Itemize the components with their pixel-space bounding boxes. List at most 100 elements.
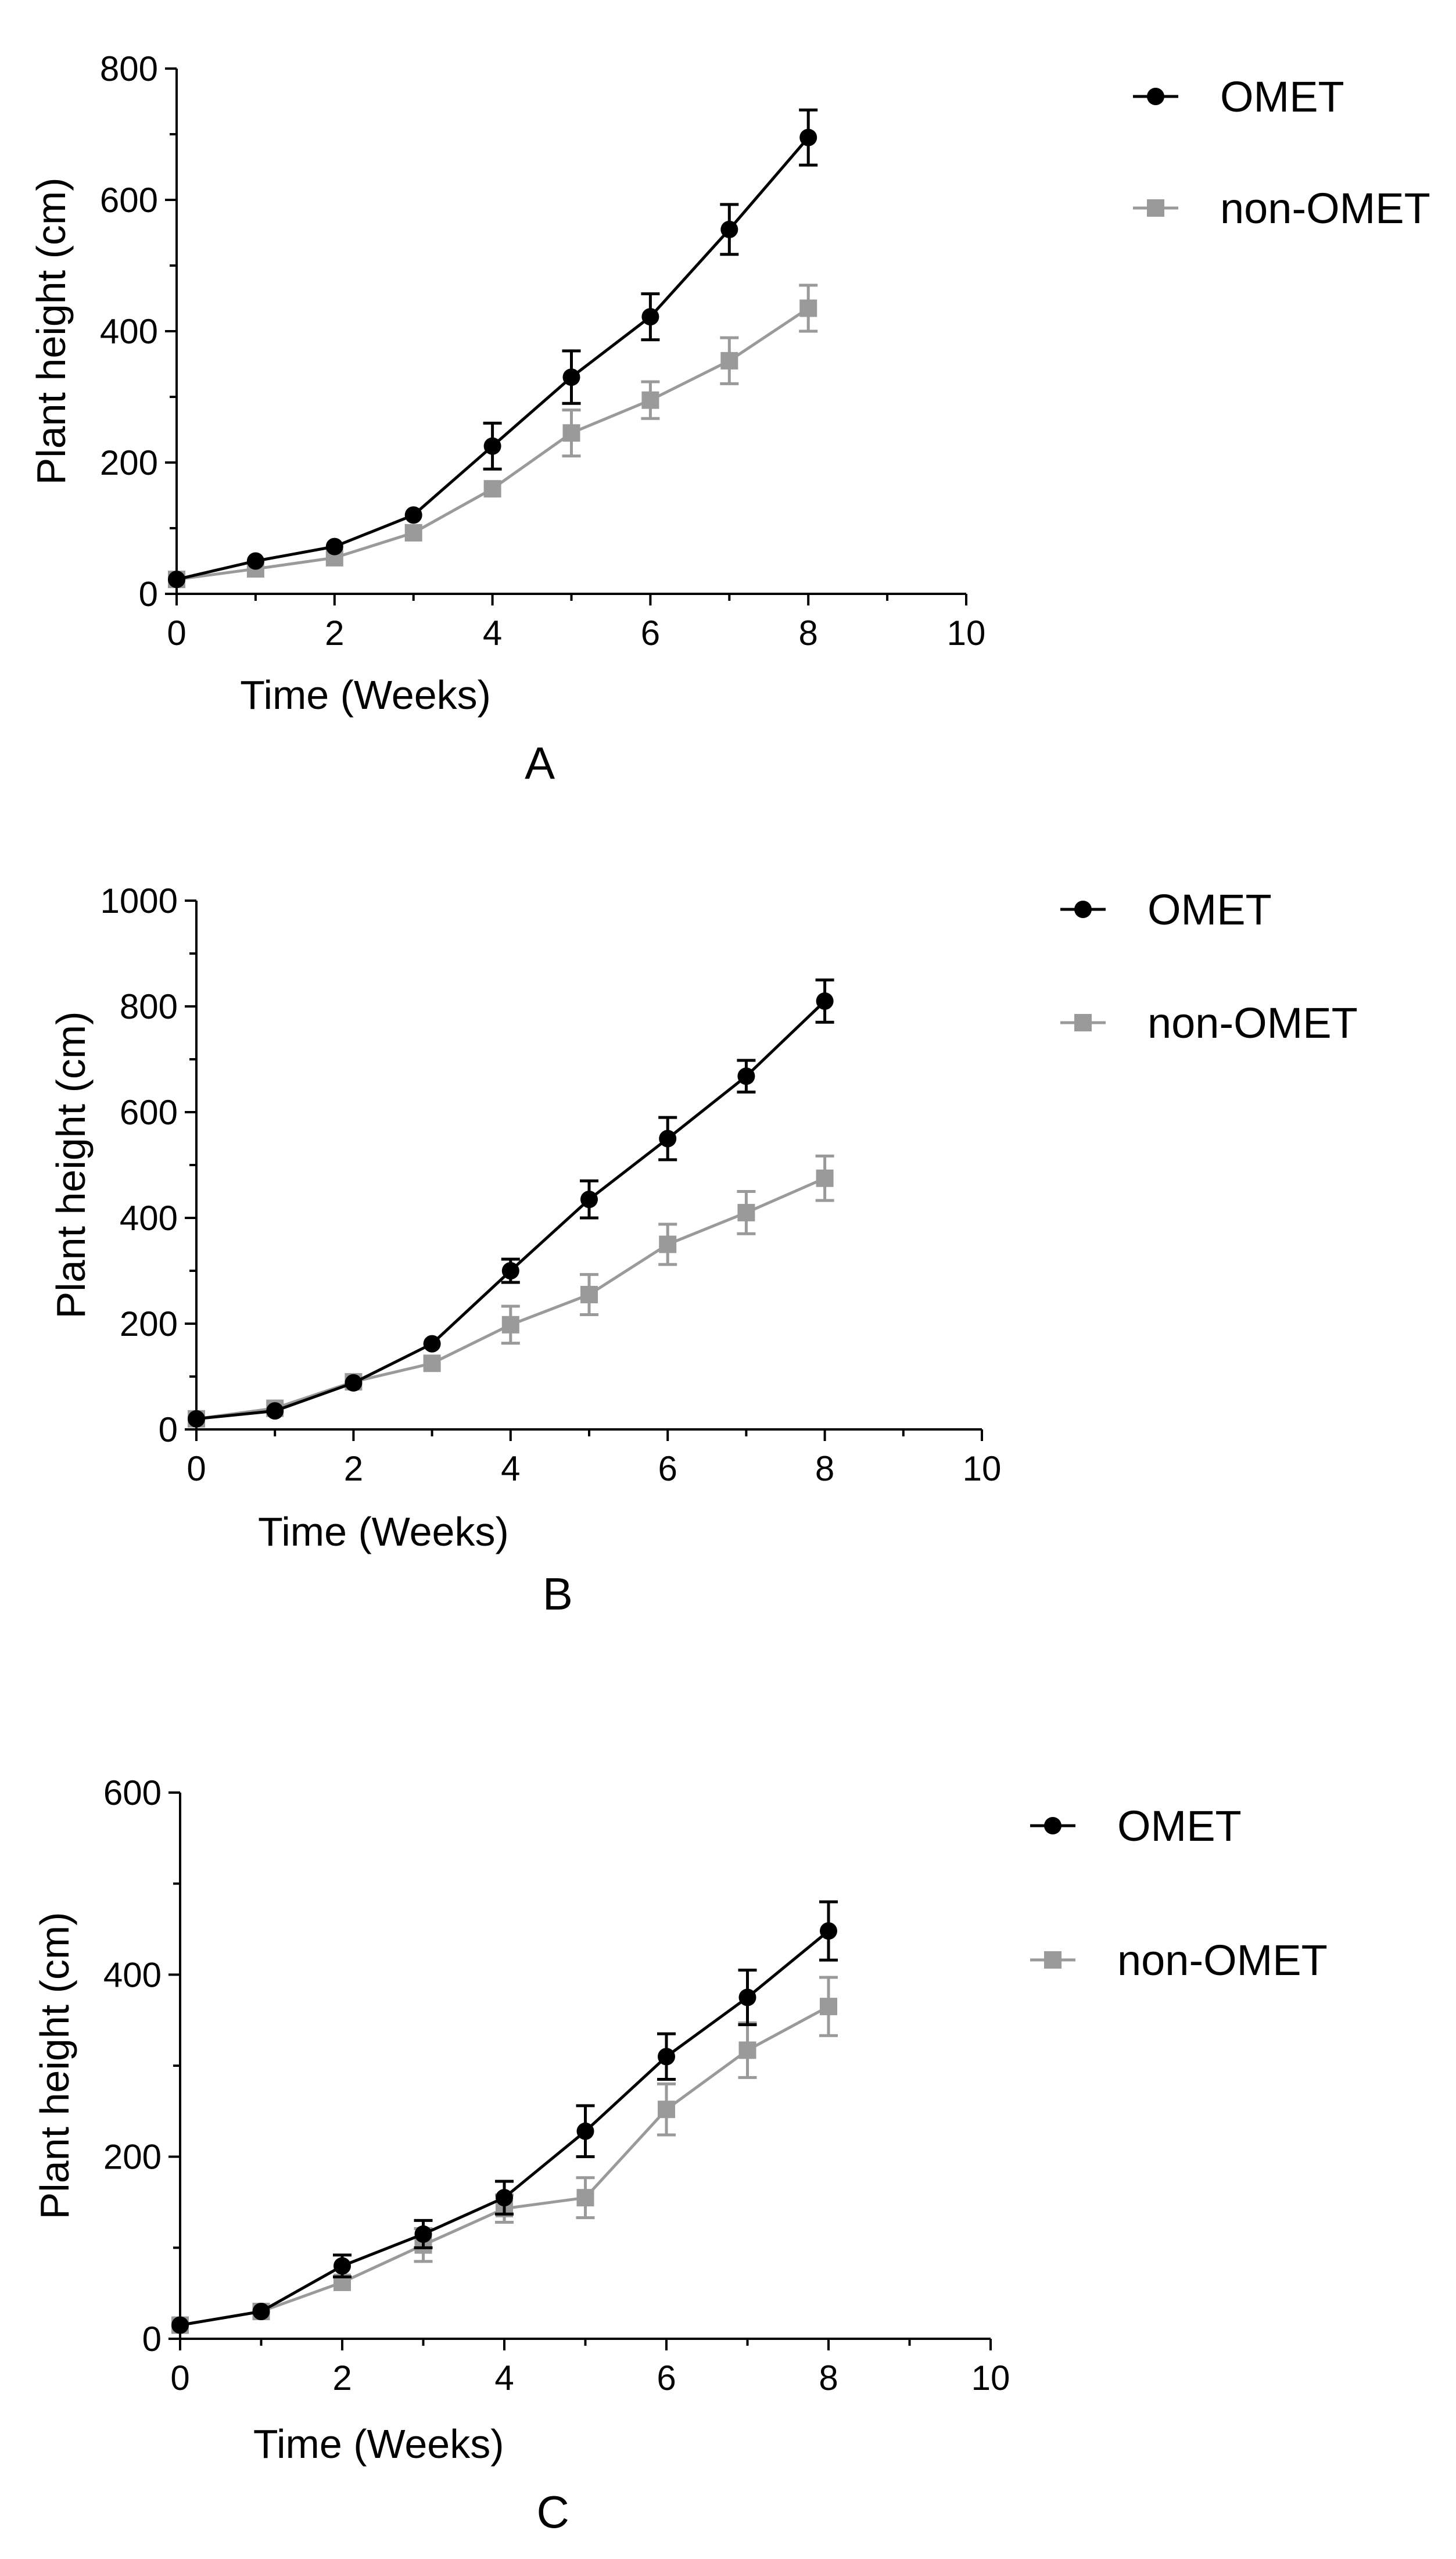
series-line-omet xyxy=(196,1000,826,1421)
data-point-non-omet xyxy=(576,2189,594,2207)
y-tick-label: 600 xyxy=(100,181,158,220)
y-tick-label: 600 xyxy=(120,1093,178,1132)
y-tick-label: 0 xyxy=(159,1410,178,1449)
y-axis-label: Plant height (cm) xyxy=(32,1912,77,2219)
x-tick-label: 4 xyxy=(483,614,502,653)
x-tick-label: 8 xyxy=(799,614,818,653)
data-point-non-omet xyxy=(423,1354,441,1372)
x-tick-label: 6 xyxy=(641,614,660,653)
legend-marker-omet xyxy=(1147,88,1164,105)
legend-marker-omet xyxy=(1074,901,1092,918)
legend-label: non-OMET xyxy=(1220,184,1430,232)
series-line-non-omet xyxy=(196,1177,826,1421)
x-tick-label: 2 xyxy=(332,2359,352,2397)
series-line-omet xyxy=(176,137,810,581)
x-tick-label: 8 xyxy=(815,1449,834,1488)
y-tick-label: 600 xyxy=(103,1773,162,1812)
panel-a: 0 2 4 6 8 10 0 200 400 600 800 Time (Weeks) Plant he… xyxy=(28,49,1430,789)
data-point-omet xyxy=(501,1262,519,1279)
y-axis-label: Plant height (cm) xyxy=(48,1011,94,1318)
data-point-non-omet xyxy=(562,424,580,442)
panel-b: 0 2 4 6 8 10 0 200 400 600 800 1000 Time (Weeks) Plan… xyxy=(48,881,1358,1619)
y-tick-label: 200 xyxy=(100,443,158,482)
data-point-non-omet xyxy=(820,1998,837,2016)
data-point-omet xyxy=(496,2189,513,2207)
y-tick-label: 200 xyxy=(120,1304,178,1343)
panel-c: 0 2 4 6 8 10 0 200 400 600 Time (Weeks) Plant heigh… xyxy=(32,1773,1328,2538)
data-point-omet xyxy=(325,537,343,555)
data-point-omet xyxy=(580,1191,598,1209)
y-tick-label: 0 xyxy=(139,575,158,614)
data-point-non-omet xyxy=(816,1169,834,1187)
legend-label: OMET xyxy=(1147,886,1272,934)
data-point-non-omet xyxy=(659,1235,677,1253)
data-point-omet xyxy=(252,2303,270,2320)
y-tick-label: 1000 xyxy=(101,881,178,920)
x-tick-label: 4 xyxy=(501,1449,520,1488)
data-point-omet xyxy=(345,1374,363,1392)
panel-label: C xyxy=(537,2486,569,2538)
data-point-omet xyxy=(738,1988,756,2006)
data-point-non-omet xyxy=(404,524,422,542)
legend-marker-omet xyxy=(1044,1817,1061,1834)
y-tick-label: 200 xyxy=(103,2138,162,2177)
legend-marker-non-omet xyxy=(1044,1951,1061,1969)
data-point-omet xyxy=(641,308,659,326)
data-point-omet xyxy=(562,368,580,386)
data-point-omet xyxy=(737,1067,755,1085)
data-point-omet xyxy=(720,220,738,238)
data-point-omet xyxy=(576,2122,594,2140)
data-point-omet xyxy=(414,2225,432,2243)
data-point-non-omet xyxy=(799,299,817,317)
x-axis-label: Time (Weeks) xyxy=(240,672,491,718)
legend-marker-non-omet xyxy=(1147,199,1164,217)
series-line-non-omet xyxy=(180,2005,830,2327)
series-line-omet xyxy=(180,1930,830,2327)
x-tick-label: 8 xyxy=(819,2359,838,2397)
data-point-omet xyxy=(799,128,817,146)
data-point-omet xyxy=(820,1922,837,1940)
data-point-omet xyxy=(171,2316,189,2334)
x-tick-label: 0 xyxy=(167,614,186,653)
panel-label: B xyxy=(543,1568,573,1619)
x-tick-label: 2 xyxy=(325,614,344,653)
y-tick-label: 0 xyxy=(142,2320,162,2359)
data-point-omet xyxy=(168,571,185,589)
legend-label: OMET xyxy=(1220,73,1344,121)
data-point-non-omet xyxy=(738,2041,756,2059)
data-point-non-omet xyxy=(658,2101,675,2119)
y-tick-label: 400 xyxy=(103,1955,162,1994)
data-point-omet xyxy=(404,506,422,524)
data-point-omet xyxy=(333,2257,351,2275)
data-point-omet xyxy=(246,552,264,570)
data-point-omet xyxy=(483,437,501,455)
y-tick-label: 400 xyxy=(120,1199,178,1238)
x-axis-label: Time (Weeks) xyxy=(258,1509,509,1554)
data-point-omet xyxy=(423,1335,441,1353)
x-tick-label: 10 xyxy=(947,614,986,653)
data-point-omet xyxy=(658,2048,675,2066)
data-point-omet xyxy=(188,1410,205,1428)
legend-marker-non-omet xyxy=(1074,1014,1092,1031)
x-tick-label: 0 xyxy=(170,2359,189,2397)
legend-label: non-OMET xyxy=(1117,1936,1328,1984)
data-point-omet xyxy=(266,1402,284,1420)
data-point-non-omet xyxy=(501,1316,519,1334)
x-tick-label: 4 xyxy=(494,2359,514,2397)
x-axis-label: Time (Weeks) xyxy=(253,2421,504,2467)
x-tick-label: 6 xyxy=(658,1449,677,1488)
x-tick-label: 10 xyxy=(971,2359,1010,2397)
y-tick-label: 400 xyxy=(100,312,158,351)
data-point-omet xyxy=(816,992,834,1010)
data-point-non-omet xyxy=(483,480,501,498)
x-tick-label: 0 xyxy=(187,1449,206,1488)
y-tick-label: 800 xyxy=(120,987,178,1026)
data-point-non-omet xyxy=(580,1285,598,1303)
data-point-non-omet xyxy=(737,1203,755,1221)
x-tick-label: 2 xyxy=(344,1449,363,1488)
legend-label: OMET xyxy=(1117,1802,1242,1850)
data-point-omet xyxy=(659,1130,677,1148)
y-axis-label: Plant height (cm) xyxy=(28,177,74,485)
y-tick-label: 800 xyxy=(100,49,158,88)
